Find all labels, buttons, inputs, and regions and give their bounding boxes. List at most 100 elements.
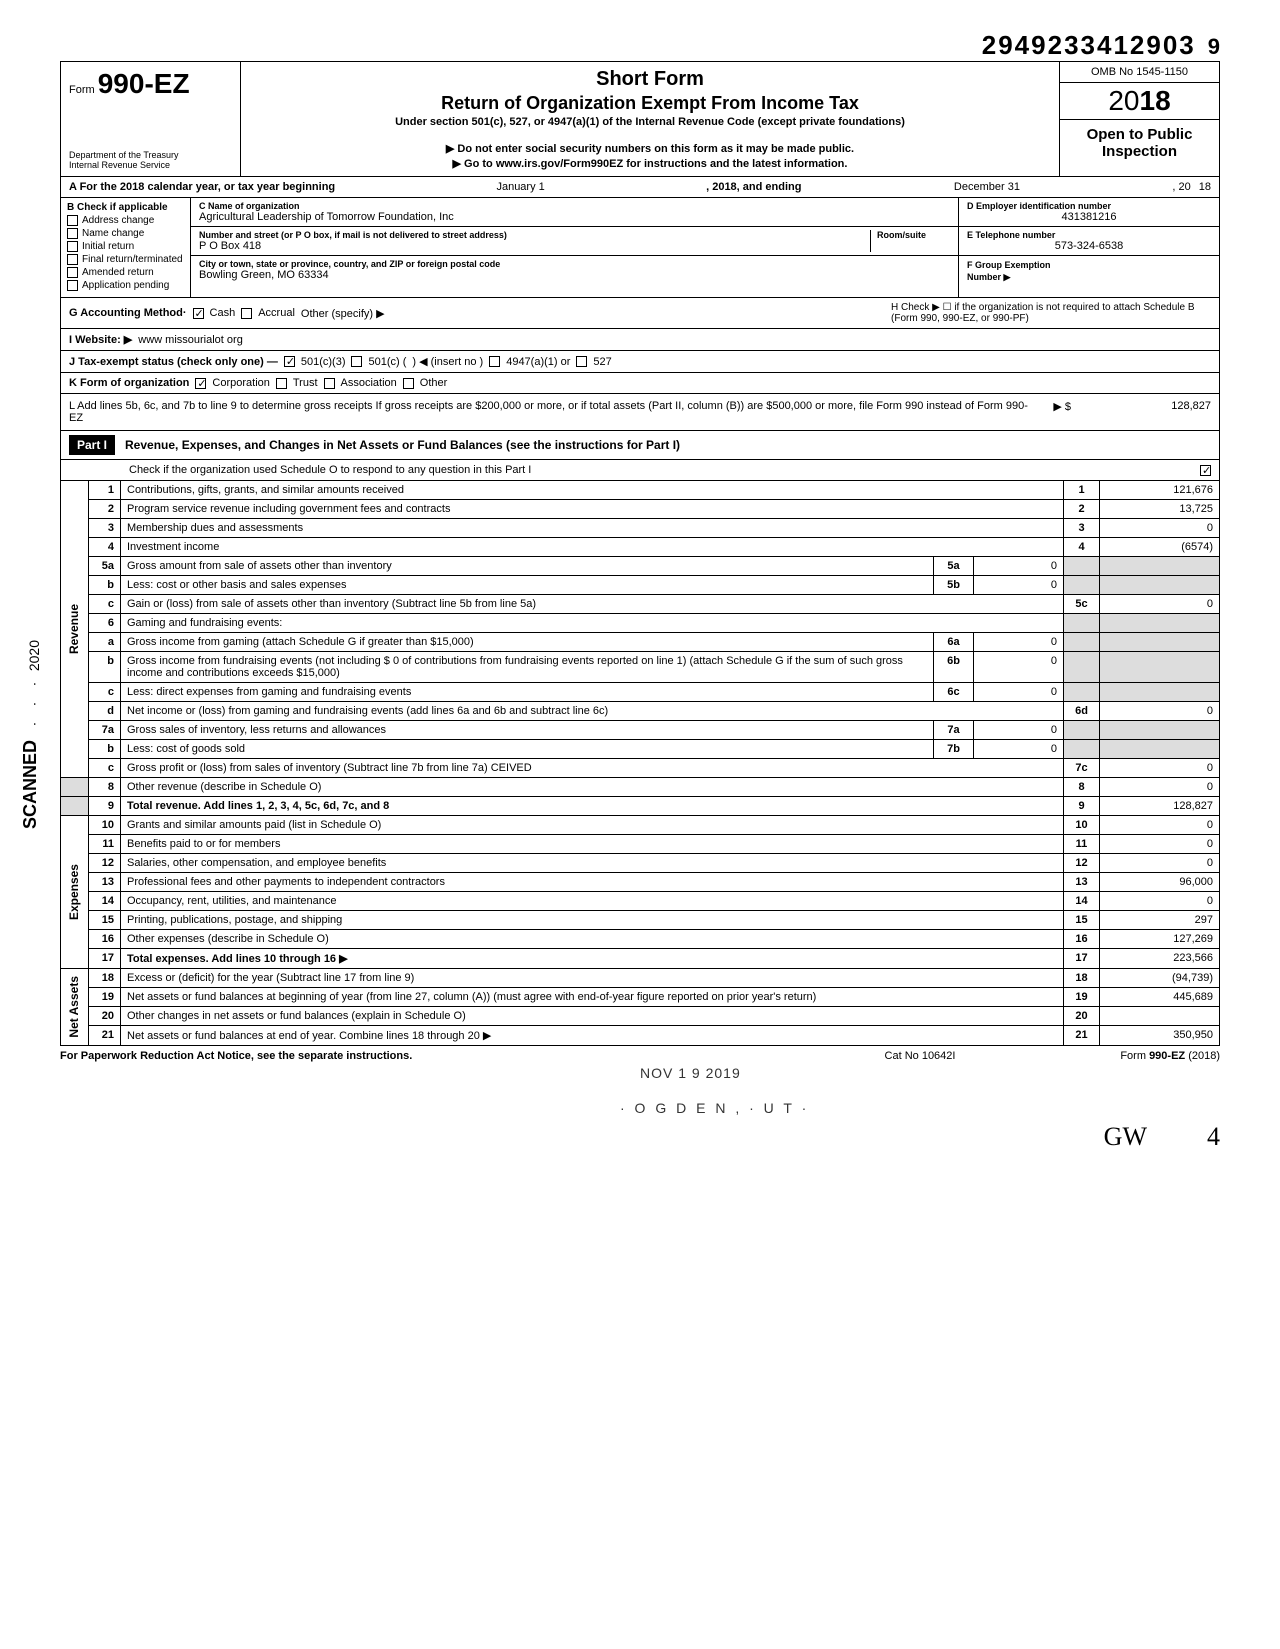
subtitle: Under section 501(c), 527, or 4947(a)(1)… [251, 116, 1049, 128]
chk-amended-return[interactable] [67, 267, 78, 278]
dln-suffix: 9 [1208, 34, 1220, 60]
tax-year-begin: January 1 [343, 181, 698, 193]
chk-4947[interactable] [489, 356, 500, 367]
open-public-1: Open to Public [1066, 126, 1213, 143]
r5a-n: 5a [89, 557, 121, 576]
label-phone: E Telephone number [967, 230, 1211, 240]
r12-n: 12 [89, 854, 121, 873]
r11-n: 11 [89, 835, 121, 854]
chk-final-return[interactable] [67, 254, 78, 265]
r7c-n: c [89, 759, 121, 778]
r12-v: 0 [1100, 854, 1220, 873]
r17-n: 17 [89, 949, 121, 969]
r6a-shade1 [1064, 633, 1100, 652]
chk-schedule-o[interactable] [1200, 465, 1211, 476]
r6a-ib: 6a [934, 633, 974, 652]
r8-n: 8 [89, 778, 121, 797]
label-group-exempt: F Group Exemption [967, 260, 1051, 270]
r10-d: Grants and similar amounts paid (list in… [121, 816, 1064, 835]
r21-v: 350,950 [1100, 1026, 1220, 1046]
org-addr: P O Box 418 [199, 240, 870, 252]
r6c-ib: 6c [934, 683, 974, 702]
r17-lab: 17 [1064, 949, 1100, 969]
lbl-trust: Trust [293, 377, 318, 389]
r11-v: 0 [1100, 835, 1220, 854]
part1-check-line: Check if the organization used Schedule … [69, 464, 1200, 476]
chk-address-change[interactable] [67, 215, 78, 226]
r6b-n: b [89, 652, 121, 683]
signature-initials: GW [1104, 1122, 1147, 1152]
r14-n: 14 [89, 892, 121, 911]
label-k: K Form of organization [69, 377, 189, 389]
chk-other-org[interactable] [403, 378, 414, 389]
r18-lab: 18 [1064, 969, 1100, 988]
r7c-v: 0 [1100, 759, 1220, 778]
chk-trust[interactable] [276, 378, 287, 389]
r5c-n: c [89, 595, 121, 614]
r6d-n: d [89, 702, 121, 721]
r18-d: Excess or (deficit) for the year (Subtra… [121, 969, 1064, 988]
label-addr: Number and street (or P O box, if mail i… [199, 230, 870, 240]
r6c-shade1 [1064, 683, 1100, 702]
chk-initial-return[interactable] [67, 241, 78, 252]
dln: 2949233412903 [982, 30, 1196, 61]
r9-v: 128,827 [1100, 797, 1220, 816]
label-group-number: Number ▶ [967, 272, 1010, 282]
chk-cash[interactable] [193, 308, 204, 319]
chk-501c3[interactable] [284, 356, 295, 367]
r15-d: Printing, publications, postage, and shi… [121, 911, 1064, 930]
chk-accrual[interactable] [241, 308, 252, 319]
r8-v: 0 [1100, 778, 1220, 797]
r6b-shade2 [1100, 652, 1220, 683]
lbl-527: 527 [593, 356, 611, 368]
r6-n: 6 [89, 614, 121, 633]
r21-d: Net assets or fund balances at end of ye… [121, 1026, 1064, 1046]
line-h: H Check ▶ ☐ if the organization is not r… [891, 302, 1211, 324]
title-short-form: Short Form [251, 68, 1049, 91]
side-gap-2 [61, 797, 89, 816]
r6c-iv: 0 [974, 683, 1064, 702]
year-2020-side: ᐧ ᐧ ᐧ ᐧ 2020 [26, 640, 42, 751]
r16-v: 127,269 [1100, 930, 1220, 949]
r5b-iv: 0 [974, 576, 1064, 595]
r9-n: 9 [89, 797, 121, 816]
chk-527[interactable] [576, 356, 587, 367]
r5c-d: Gain or (loss) from sale of assets other… [121, 595, 1064, 614]
r3-d: Membership dues and assessments [121, 519, 1064, 538]
website-value: www missourialot org [138, 334, 243, 346]
r7c-lab: 7c [1064, 759, 1100, 778]
r6d-d: Net income or (loss) from gaming and fun… [121, 702, 1064, 721]
r7b-iv: 0 [974, 740, 1064, 759]
r5b-shade2 [1100, 576, 1220, 595]
r5c-v: 0 [1100, 595, 1220, 614]
r7b-d: Less: cost of goods sold [121, 740, 934, 759]
label-city: City or town, state or province, country… [199, 259, 950, 269]
chk-name-change[interactable] [67, 228, 78, 239]
r1-n: 1 [89, 481, 121, 500]
chk-501c[interactable] [351, 356, 362, 367]
r2-lab: 2 [1064, 500, 1100, 519]
line-l-text: L Add lines 5b, 6c, and 7b to line 9 to … [69, 400, 1031, 424]
lbl-initial-return: Initial return [82, 241, 134, 252]
r12-lab: 12 [1064, 854, 1100, 873]
line-a-prefix: A For the 2018 calendar year, or tax yea… [69, 181, 335, 193]
r6-shade1 [1064, 614, 1100, 633]
part1-title: Revenue, Expenses, and Changes in Net As… [115, 438, 1211, 452]
r6c-n: c [89, 683, 121, 702]
r1-lab: 1 [1064, 481, 1100, 500]
form-year: 2018 [1060, 83, 1219, 120]
r6a-iv: 0 [974, 633, 1064, 652]
chk-application-pending[interactable] [67, 280, 78, 291]
r18-n: 18 [89, 969, 121, 988]
r16-n: 16 [89, 930, 121, 949]
r7b-shade1 [1064, 740, 1100, 759]
r18-v: (94,739) [1100, 969, 1220, 988]
side-expenses: Expenses [67, 864, 81, 920]
tax-year-yy: 18 [1199, 181, 1211, 193]
chk-corporation[interactable] [195, 378, 206, 389]
r8-lab: 8 [1064, 778, 1100, 797]
r12-d: Salaries, other compensation, and employ… [121, 854, 1064, 873]
chk-association[interactable] [324, 378, 335, 389]
r7b-ib: 7b [934, 740, 974, 759]
lbl-501c3: 501(c)(3) [301, 356, 346, 368]
